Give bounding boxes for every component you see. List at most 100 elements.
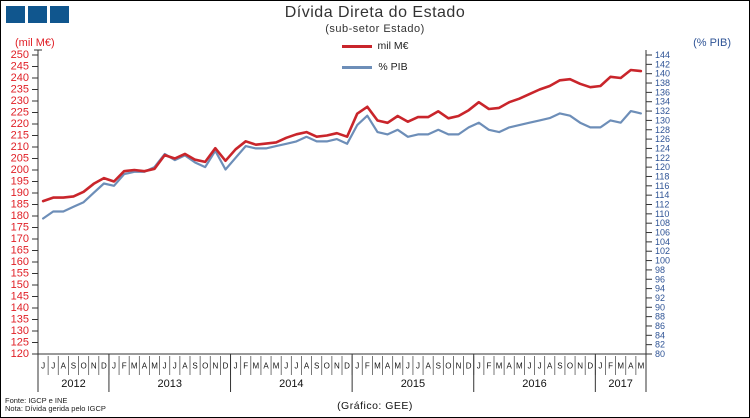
svg-text:O: O <box>80 362 86 371</box>
chart-subtitle: (sub-setor Estado) <box>325 23 425 35</box>
svg-text:136: 136 <box>655 87 670 97</box>
svg-text:J: J <box>294 362 298 371</box>
logo-square-icon <box>28 6 47 23</box>
svg-text:104: 104 <box>655 237 670 247</box>
svg-text:D: D <box>466 362 472 371</box>
svg-text:128: 128 <box>655 125 670 135</box>
svg-text:106: 106 <box>655 228 670 238</box>
svg-text:D: D <box>101 362 107 371</box>
svg-text:J: J <box>355 362 359 371</box>
svg-text:80: 80 <box>655 349 665 359</box>
svg-text:J: J <box>51 362 55 371</box>
svg-text:D: D <box>587 362 593 371</box>
svg-text:J: J <box>598 362 602 371</box>
svg-text:245: 245 <box>11 61 29 73</box>
svg-text:165: 165 <box>11 245 29 257</box>
svg-text:M: M <box>516 362 523 371</box>
svg-text:J: J <box>173 362 177 371</box>
svg-text:J: J <box>41 362 45 371</box>
svg-text:J: J <box>163 362 167 371</box>
svg-text:N: N <box>91 362 97 371</box>
svg-text:108: 108 <box>655 218 670 228</box>
svg-text:J: J <box>234 362 238 371</box>
svg-text:F: F <box>486 362 491 371</box>
svg-text:92: 92 <box>655 293 665 303</box>
svg-text:125: 125 <box>11 337 29 349</box>
credit-line: (Gráfico: GEE) <box>337 400 413 412</box>
svg-text:215: 215 <box>11 130 29 142</box>
svg-text:130: 130 <box>655 115 670 125</box>
svg-text:144: 144 <box>655 50 670 60</box>
svg-text:M: M <box>638 362 645 371</box>
svg-text:82: 82 <box>655 340 665 350</box>
svg-text:96: 96 <box>655 274 665 284</box>
svg-text:S: S <box>192 362 197 371</box>
svg-text:130: 130 <box>11 325 29 337</box>
svg-text:O: O <box>567 362 573 371</box>
svg-text:230: 230 <box>11 95 29 107</box>
svg-text:A: A <box>507 362 513 371</box>
svg-text:142: 142 <box>655 59 670 69</box>
svg-text:J: J <box>284 362 288 371</box>
svg-text:180: 180 <box>11 210 29 222</box>
svg-text:235: 235 <box>11 84 29 96</box>
svg-text:J: J <box>538 362 542 371</box>
svg-text:220: 220 <box>11 118 29 130</box>
svg-text:M: M <box>617 362 624 371</box>
svg-text:A: A <box>182 362 188 371</box>
svg-text:124: 124 <box>655 143 670 153</box>
gee-logo <box>6 6 69 23</box>
svg-text:100: 100 <box>655 256 670 266</box>
svg-text:120: 120 <box>655 162 670 172</box>
svg-text:M: M <box>496 362 503 371</box>
svg-text:J: J <box>112 362 116 371</box>
svg-text:D: D <box>223 362 229 371</box>
chart-title: Dívida Direta do Estado <box>284 4 466 21</box>
svg-text:A: A <box>61 362 67 371</box>
svg-text:A: A <box>263 362 269 371</box>
svg-text:185: 185 <box>11 199 29 211</box>
svg-text:M: M <box>273 362 280 371</box>
svg-text:F: F <box>365 362 370 371</box>
svg-text:132: 132 <box>655 106 670 116</box>
svg-text:J: J <box>416 362 420 371</box>
svg-text:M: M <box>253 362 260 371</box>
svg-text:120: 120 <box>11 348 29 360</box>
svg-text:J: J <box>477 362 481 371</box>
svg-text:110: 110 <box>655 209 669 219</box>
svg-text:2012: 2012 <box>61 378 85 390</box>
svg-text:M: M <box>131 362 138 371</box>
svg-text:145: 145 <box>11 291 29 303</box>
svg-text:116: 116 <box>655 181 669 191</box>
svg-text:98: 98 <box>655 265 665 275</box>
svg-text:134: 134 <box>655 97 670 107</box>
svg-text:S: S <box>436 362 441 371</box>
svg-text:190: 190 <box>11 187 29 199</box>
svg-text:2014: 2014 <box>279 378 303 390</box>
svg-text:205: 205 <box>11 153 29 165</box>
svg-text:210: 210 <box>11 141 29 153</box>
svg-text:200: 200 <box>11 164 29 176</box>
svg-text:175: 175 <box>11 222 29 234</box>
source-note: Fonte: IGCP e INE Nota: Dívida gerida pe… <box>5 395 106 414</box>
note-line: Nota: Dívida gerida pelo IGCP <box>5 404 106 414</box>
svg-text:88: 88 <box>655 312 665 322</box>
source-line: Fonte: IGCP e INE <box>5 395 68 405</box>
svg-text:250: 250 <box>11 49 29 61</box>
svg-text:A: A <box>425 362 431 371</box>
svg-text:86: 86 <box>655 321 665 331</box>
svg-text:O: O <box>445 362 451 371</box>
svg-text:138: 138 <box>655 78 670 88</box>
svg-text:J: J <box>406 362 410 371</box>
svg-text:A: A <box>142 362 148 371</box>
svg-text:225: 225 <box>11 107 29 119</box>
svg-text:84: 84 <box>655 330 665 340</box>
svg-text:135: 135 <box>11 314 29 326</box>
svg-text:D: D <box>344 362 350 371</box>
svg-text:155: 155 <box>11 268 29 280</box>
svg-text:118: 118 <box>655 171 669 181</box>
right-axis-title: (% PIB) <box>693 37 731 49</box>
svg-text:S: S <box>71 362 76 371</box>
